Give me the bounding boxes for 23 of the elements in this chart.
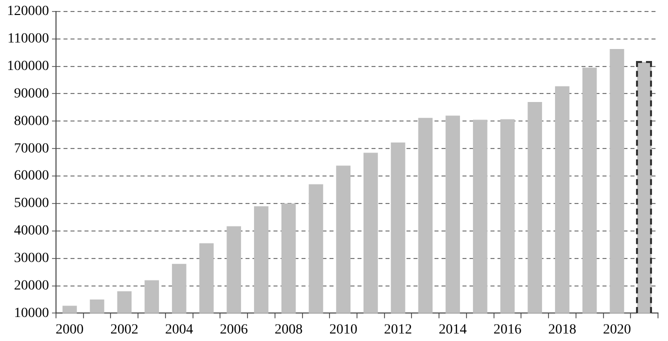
y-tick-label: 20000	[14, 278, 49, 294]
y-tick-label: 30000	[14, 251, 49, 266]
x-tick-label: 2004	[165, 322, 194, 338]
x-tick-label: 2012	[384, 322, 412, 338]
y-tick-label: 110000	[8, 32, 49, 47]
y-tick-label: 60000	[14, 168, 49, 184]
y-tick-label: 40000	[14, 224, 49, 239]
x-tick-label: 2014	[438, 322, 467, 338]
x-tick-label: 2002	[110, 322, 138, 338]
x-tick-label: 2008	[274, 322, 303, 338]
x-tick-label: 2010	[329, 322, 358, 338]
y-tick-label: 90000	[14, 86, 49, 102]
y-tick-label: 120000	[7, 4, 49, 20]
x-tick-label: 2020	[602, 322, 631, 338]
x-tick-label: 2006	[220, 322, 248, 338]
x-tick-label: 2016	[494, 322, 522, 338]
y-tick-label: 80000	[14, 114, 49, 129]
y-tick-label: 50000	[14, 196, 49, 212]
y-tick-label: 70000	[14, 141, 49, 156]
y-tick-label: 10000	[14, 306, 49, 321]
y-tick-label: 100000	[7, 58, 49, 74]
x-tick-label: 2018	[548, 322, 576, 338]
x-tick-label: 2000	[56, 322, 84, 338]
